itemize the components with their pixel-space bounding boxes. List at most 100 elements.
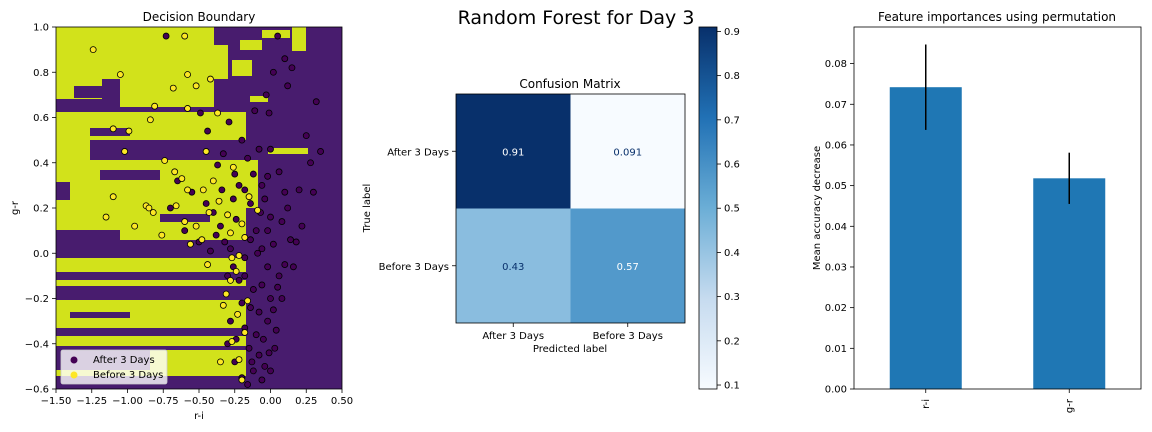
scatter-y-tick-label: −0.6 [25,385,49,396]
scatter-x-tick-label: −1.00 [112,396,143,407]
after-point [267,145,274,153]
before-point [178,175,186,182]
after-point [269,68,277,76]
before-point [192,222,200,230]
after-point [252,227,260,235]
scatter-y-tick-label: 0.2 [33,204,49,215]
after-point [249,367,257,375]
before-point [219,301,227,309]
after-point [287,236,294,244]
before-point [187,240,194,248]
colorbar-tick-label: 0.2 [724,336,740,347]
colorbar [698,26,718,390]
bar-y-ticks: 0.00 0.01 0.02 0.03 0.04 0.05 0.06 0.07 0.08 [825,59,854,396]
scatter-ylabel: g-r [10,200,21,215]
cm-frame [455,93,686,324]
scatter-xlabel: r-i [194,411,204,422]
after-point [269,240,277,248]
before-points [89,32,262,384]
after-point [166,204,174,212]
bar-y-tick-label: 0.07 [825,100,847,111]
cm-cell [456,94,571,209]
bar-x-tick-label: r-i [921,399,932,409]
cm-y-tick-label: After 3 Days [387,147,449,158]
after-point [289,263,297,271]
after-point [298,222,306,230]
before-point [146,116,154,124]
colorbar-tick-label: 0.9 [724,27,740,38]
before-point [227,229,234,237]
after-point [218,186,226,194]
cm-cell-label: 0.91 [502,147,524,158]
after-point [229,195,237,203]
scatter-y-tick-label: 0.6 [33,113,49,124]
after-points [162,32,324,388]
before-point [151,102,159,110]
after-point [232,215,240,223]
after-point [295,186,303,194]
after-point [255,351,263,359]
before-point [184,105,191,112]
after-point [254,249,262,257]
scatter-x-tick-label: 0.50 [331,396,353,407]
after-point [281,261,289,268]
after-point [271,344,279,352]
colorbar-tick-label: 0.3 [724,292,740,303]
cm-y-ticks: After 3 Days Before 3 Days [379,147,456,273]
after-point [204,127,211,135]
after-point [202,200,210,207]
after-point [207,247,214,255]
before-point [241,329,249,336]
before-point [209,177,217,185]
after-point [249,170,257,178]
after-point [221,238,229,246]
scatter-x-tick-label: −0.50 [184,396,215,407]
before-point [254,206,262,214]
after-point [238,299,246,307]
bar-y-tick-label: 0.00 [825,385,847,396]
scatter-x-tick-label: −1.50 [41,396,72,407]
after-point [235,181,243,189]
after-point [278,295,286,302]
cm-cell [570,94,685,209]
after-point [265,109,273,117]
region-after-patches [70,86,210,318]
cm-x-tick-label: After 3 Days [482,331,544,342]
after-point [181,227,189,235]
before-point [217,358,224,366]
after-point [281,55,289,63]
after-point [238,136,246,144]
before-point [109,193,117,201]
after-point [267,367,274,375]
before-point [198,236,206,244]
after-point [284,204,292,212]
before-point [109,125,117,133]
colorbar-tick-label: 0.7 [724,115,740,126]
after-point [241,254,249,262]
colorbar-tick-label: 0.4 [724,248,740,259]
bar-ylabel: Mean accuracy decrease [812,146,823,270]
after-point [248,358,256,366]
cm-cells: 0.91 0.091 0.43 0.57 [456,94,685,323]
after-point [259,335,267,343]
before-point [199,186,207,194]
bar [1033,178,1106,389]
cm-ylabel: True label [362,184,373,234]
before-point [235,356,243,363]
bar-x-ticks: r-i g-r [921,389,1075,413]
scatter-y-ticks: −0.6 −0.4 −0.2 0.0 0.2 0.4 0.6 0.8 1.0 [25,23,56,396]
scatter-y-tick-label: 1.0 [33,23,49,34]
before-point [241,234,249,241]
after-point [261,195,269,203]
before-point [214,109,221,117]
after-point [267,295,274,302]
colorbar-tick-label: 0.1 [724,381,740,392]
before-point [184,186,191,194]
before-point [181,32,189,40]
before-point [171,168,179,176]
before-point [149,209,157,216]
before-point [116,71,124,78]
feature-importance-panel: Feature importances using permutation 0.… [812,10,1142,413]
after-point [262,91,270,99]
